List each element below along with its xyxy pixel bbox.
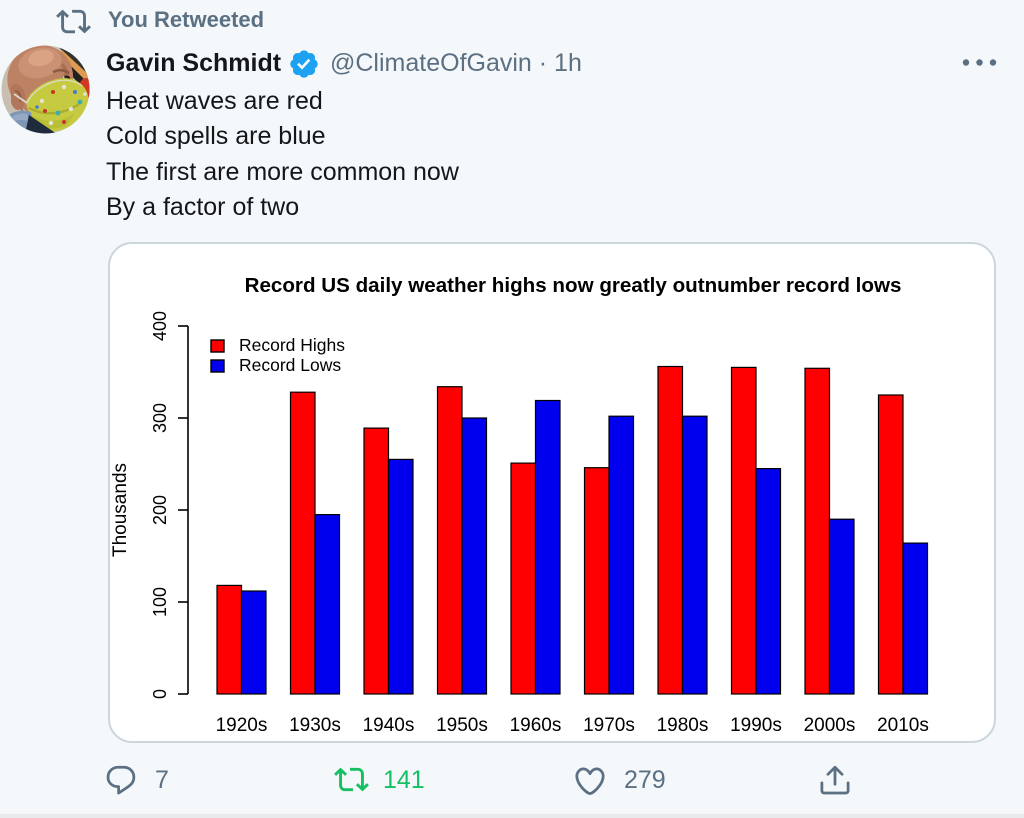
svg-text:Record Highs: Record Highs [239,335,345,355]
svg-text:1930s: 1930s [289,715,341,736]
svg-text:1980s: 1980s [657,715,709,736]
svg-text:2010s: 2010s [877,715,929,736]
svg-text:1990s: 1990s [730,715,782,736]
svg-text:0: 0 [150,689,170,699]
svg-text:400: 400 [150,311,170,341]
svg-text:200: 200 [150,495,170,525]
svg-text:2000s: 2000s [804,715,856,736]
svg-text:Record US daily weather highs: Record US daily weather highs now greatl… [245,274,902,297]
svg-text:1940s: 1940s [363,715,415,736]
svg-text:1950s: 1950s [436,715,488,736]
svg-text:100: 100 [150,587,170,617]
svg-text:Thousands: Thousands [110,463,131,557]
svg-text:Record Lows: Record Lows [239,355,341,375]
svg-text:1960s: 1960s [510,715,562,736]
svg-text:1970s: 1970s [583,715,635,736]
svg-text:1920s: 1920s [216,715,268,736]
svg-text:300: 300 [150,403,170,433]
